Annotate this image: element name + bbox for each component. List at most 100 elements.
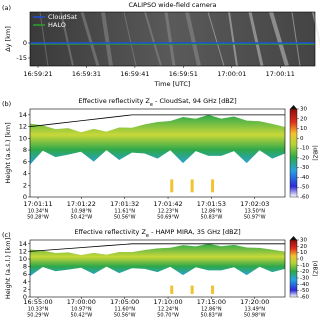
- latitude-label: 11.61°N: [114, 209, 135, 215]
- colorbar-tick-label: -20: [300, 155, 309, 161]
- cloud-streak: [248, 11, 264, 67]
- camera-image: [30, 12, 315, 66]
- y-tick-label: 6: [23, 270, 27, 278]
- x-tick-label: 17:01:42: [153, 200, 182, 208]
- panel-label: (a): [2, 4, 11, 12]
- colorbar-tick-label: -50: [300, 185, 309, 191]
- longitude-label: 50.83°W: [201, 313, 223, 319]
- precip-patch: [190, 179, 194, 193]
- colorbar: [289, 108, 298, 198]
- longitude-label: 50.56°W: [114, 215, 136, 221]
- title-part: e: [150, 102, 153, 108]
- colorbar-tick-label: -60: [300, 195, 309, 201]
- precip-patch: [190, 285, 194, 294]
- panel-label: (c): [2, 231, 11, 239]
- colorbar-top: [290, 105, 297, 109]
- y-tick-label: 14: [19, 240, 27, 248]
- colorbar-tick-label: -10: [300, 263, 309, 269]
- title-part: Effective reflectivity Z: [78, 97, 150, 105]
- panel-title: Effective reflectivity Ze - HAMP MIRA, 3…: [74, 228, 240, 239]
- colorbar-tick-label: -40: [300, 175, 309, 181]
- colorbar: [289, 239, 298, 298]
- cloud-streak: [60, 11, 74, 67]
- x-axis-label: Time [UTC]: [154, 80, 191, 88]
- legend-label: CloudSat: [48, 13, 78, 21]
- x-tick-label: 17:20:00: [240, 298, 269, 306]
- y-tick-label: 8: [23, 263, 27, 271]
- title-part: e: [146, 233, 149, 239]
- y-tick-label: 2: [23, 285, 27, 293]
- colorbar-tick-label: -30: [300, 276, 309, 282]
- latitude-label: 12.86°N: [201, 209, 222, 215]
- colorbar-tick-label: -20: [300, 269, 309, 275]
- title-part: - CloudSat, 94 GHz [dBZ]: [153, 97, 237, 105]
- cloud-streak: [144, 11, 162, 67]
- y-axis-label: Height (a.s.l.) [km]: [4, 122, 12, 183]
- panel-title: Effective reflectivity Ze - CloudSat, 94…: [78, 97, 236, 108]
- panel-title: CALIPSO wide-field camera: [129, 1, 217, 9]
- x-tick-label: 17:01:11: [23, 200, 52, 208]
- plot-frame: [29, 11, 316, 67]
- cloud-streak: [185, 11, 201, 67]
- precip-patch: [211, 285, 215, 294]
- x-tick-label: 16:59:41: [120, 70, 149, 78]
- x-tick-label: 17:10:00: [153, 298, 182, 306]
- colorbar-tick-label: 10: [300, 126, 307, 132]
- precip-patch: [211, 179, 215, 193]
- longitude-label: 50.83°W: [201, 215, 223, 221]
- colorbar-tick-label: 0: [300, 257, 304, 263]
- colorbar-tick-label: -40: [300, 282, 309, 288]
- colorbar-tick-label: -50: [300, 288, 309, 294]
- y-tick-label: 12: [19, 247, 27, 255]
- cloud-streak: [164, 11, 176, 67]
- colorbar-tick-label: 0: [300, 136, 304, 142]
- x-tick-label: 17:00:00: [67, 298, 96, 306]
- y-tick-label: 10: [19, 255, 27, 263]
- latitude-label: 12.24°N: [158, 307, 179, 313]
- x-tick-label: 17:00:01: [217, 70, 246, 78]
- x-tick-label: 16:55:00: [23, 298, 52, 306]
- colorbar-tick-label: 20: [300, 116, 307, 122]
- plot-frame: [29, 239, 286, 298]
- x-tick-label: 17:15:00: [197, 298, 226, 306]
- x-tick-label: 17:05:00: [110, 298, 139, 306]
- y-tick-label: 4: [23, 170, 27, 178]
- latitude-label: 10.34°N: [28, 209, 49, 215]
- longitude-label: 50.97°W: [244, 215, 266, 221]
- latitude-label: 10.97°N: [71, 307, 92, 313]
- cloud-streak: [39, 11, 49, 67]
- y-tick-label: 0: [23, 39, 27, 47]
- y-tick-label: 0: [23, 193, 27, 201]
- longitude-label: 50.56°W: [114, 313, 136, 319]
- x-tick-label: 17:01:22: [67, 200, 96, 208]
- latitude-label: 11.60°N: [114, 307, 135, 313]
- y-tick-label: 12: [19, 123, 27, 131]
- latitude-label: 10.33°N: [28, 307, 49, 313]
- reflectivity-field: [30, 243, 285, 277]
- colorbar-tick-label: -10: [300, 146, 309, 152]
- latitude-label: 10.98°N: [71, 209, 92, 215]
- longitude-label: 50.29°W: [27, 313, 49, 319]
- cloud-streak: [80, 11, 100, 67]
- colorbar-label: [dBZ]: [312, 145, 318, 160]
- y-tick-label: 0: [23, 293, 27, 301]
- x-tick-label: 16:59:21: [23, 70, 52, 78]
- y-tick-label: 10: [19, 134, 27, 142]
- cloud-streak: [123, 11, 137, 67]
- longitude-label: 50.98°W: [244, 313, 266, 319]
- y-axis-label: Δy [km]: [4, 26, 12, 52]
- x-tick-label: 16:59:31: [72, 70, 101, 78]
- colorbar-tick-label: -60: [300, 295, 309, 301]
- colorbar-tick-label: -30: [300, 165, 309, 171]
- precip-patch: [170, 179, 174, 193]
- colorbar-top: [290, 236, 297, 240]
- altitude-line: [29, 114, 285, 127]
- title-part: Effective reflectivity Z: [74, 228, 146, 236]
- longitude-label: 50.42°W: [70, 313, 92, 319]
- y-tick-label: 4: [23, 278, 27, 286]
- x-tick-label: 17:01:53: [197, 200, 226, 208]
- cloud-streak: [101, 11, 113, 67]
- panel-label: (b): [2, 100, 11, 108]
- latitude-label: 13.49°N: [244, 307, 265, 313]
